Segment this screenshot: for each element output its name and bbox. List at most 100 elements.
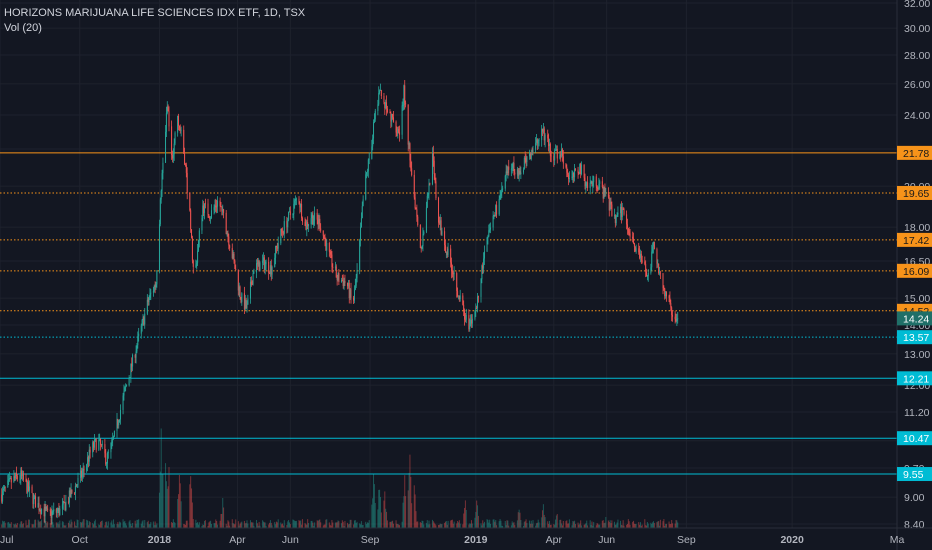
volume-bar bbox=[447, 520, 449, 528]
volume-bar bbox=[167, 486, 169, 528]
volume-bar bbox=[40, 521, 42, 528]
candle-body bbox=[549, 143, 551, 156]
volume-bar bbox=[371, 504, 373, 528]
volume-bar bbox=[183, 523, 185, 528]
candle-body bbox=[415, 208, 417, 210]
volume-bar bbox=[560, 519, 562, 528]
volume-bar bbox=[470, 520, 472, 528]
volume-bar bbox=[53, 524, 55, 528]
candle-body bbox=[668, 296, 670, 298]
candle-body bbox=[639, 253, 641, 258]
candle-body bbox=[253, 272, 255, 274]
volume-bar bbox=[43, 525, 45, 528]
volume-bar bbox=[562, 520, 564, 528]
candle-body bbox=[414, 197, 416, 209]
volume-bar bbox=[626, 524, 628, 528]
volume-bar bbox=[288, 519, 290, 528]
time-axis[interactable]: Jul Oct 2018 Apr Jun Sep 2019 Apr Jun Sep 2020 Ma bbox=[0, 527, 932, 546]
volume-bar bbox=[240, 522, 242, 528]
candle-body bbox=[165, 113, 167, 132]
volume-indicator-label[interactable]: Vol (20) bbox=[4, 22, 42, 34]
candle-body bbox=[67, 501, 69, 503]
last-price-label-box bbox=[897, 311, 932, 326]
time-tick-label: 2018 bbox=[148, 534, 172, 546]
volume-bar bbox=[59, 520, 61, 528]
volume-bar bbox=[386, 520, 388, 528]
candle-body bbox=[434, 174, 436, 182]
price-tick-label: 9.00 bbox=[904, 492, 925, 504]
volume-bar bbox=[275, 521, 277, 528]
candle-body bbox=[396, 132, 398, 134]
volume-bar bbox=[524, 521, 526, 528]
candle-body bbox=[547, 134, 549, 139]
candle-body bbox=[568, 178, 570, 179]
candle-body bbox=[63, 501, 65, 503]
volume-bar bbox=[173, 521, 175, 528]
price-axis[interactable]: 32.0030.0028.0026.0024.0022.0020.0018.00… bbox=[896, 0, 932, 550]
candle-body bbox=[476, 307, 478, 309]
candle-body bbox=[46, 508, 48, 510]
volume-bar bbox=[659, 525, 661, 528]
volume-bar bbox=[129, 520, 131, 528]
volume-bar bbox=[142, 520, 144, 528]
candle-body bbox=[93, 439, 95, 448]
candle-body bbox=[324, 238, 326, 241]
volume-bar bbox=[609, 520, 611, 528]
volume-bar bbox=[100, 520, 102, 528]
price-tick-label: 13.00 bbox=[904, 349, 930, 361]
candle-body bbox=[270, 265, 272, 275]
candle-body bbox=[53, 509, 55, 512]
candle-body bbox=[269, 272, 271, 274]
candle-body bbox=[360, 218, 362, 228]
candle-body bbox=[447, 248, 449, 255]
candle-body bbox=[651, 251, 653, 268]
candle-body bbox=[614, 215, 616, 223]
candle-body bbox=[166, 106, 168, 114]
volume-bar bbox=[125, 523, 127, 528]
volume-bar bbox=[192, 519, 194, 528]
volume-bar bbox=[361, 525, 363, 528]
candle-body bbox=[367, 159, 369, 172]
volume-bar bbox=[385, 508, 387, 528]
candle-body bbox=[536, 139, 538, 144]
volume-bar bbox=[196, 523, 198, 528]
volume-bar bbox=[88, 521, 90, 528]
candle-body bbox=[247, 298, 249, 305]
volume-bar bbox=[231, 519, 233, 528]
volume-bar bbox=[119, 521, 121, 528]
candle-body bbox=[399, 132, 401, 135]
candle-body bbox=[372, 138, 374, 147]
candle-body bbox=[616, 214, 618, 216]
volume-bar bbox=[621, 525, 623, 528]
volume-bar bbox=[241, 521, 243, 528]
volume-bar bbox=[663, 519, 665, 528]
volume-bar bbox=[414, 494, 416, 528]
price-tick-label: 11.20 bbox=[904, 407, 930, 419]
candle-body bbox=[125, 386, 127, 388]
candle-body bbox=[275, 245, 277, 248]
candle-body bbox=[50, 510, 52, 518]
candle-body bbox=[86, 464, 88, 471]
volume-bar bbox=[225, 523, 227, 528]
candle-body bbox=[241, 293, 243, 303]
volume-bar bbox=[550, 524, 552, 528]
volume-bar bbox=[161, 474, 163, 528]
volume-bar bbox=[638, 522, 640, 528]
volume-bar bbox=[93, 524, 95, 528]
candle-body bbox=[629, 233, 631, 237]
candle-body bbox=[112, 438, 114, 441]
volume-bar bbox=[359, 523, 361, 528]
candle-body bbox=[203, 205, 205, 213]
volume-bar bbox=[253, 525, 255, 528]
candle-body bbox=[216, 206, 218, 208]
volume-bar bbox=[13, 524, 15, 528]
candle-body bbox=[162, 162, 164, 174]
candle-body bbox=[523, 157, 525, 170]
volume-bar bbox=[590, 525, 592, 528]
candle-body bbox=[567, 172, 569, 175]
price-candles bbox=[1, 80, 679, 525]
volume-bar bbox=[116, 524, 118, 528]
volume-bar bbox=[402, 502, 404, 528]
candle-body bbox=[337, 273, 339, 280]
